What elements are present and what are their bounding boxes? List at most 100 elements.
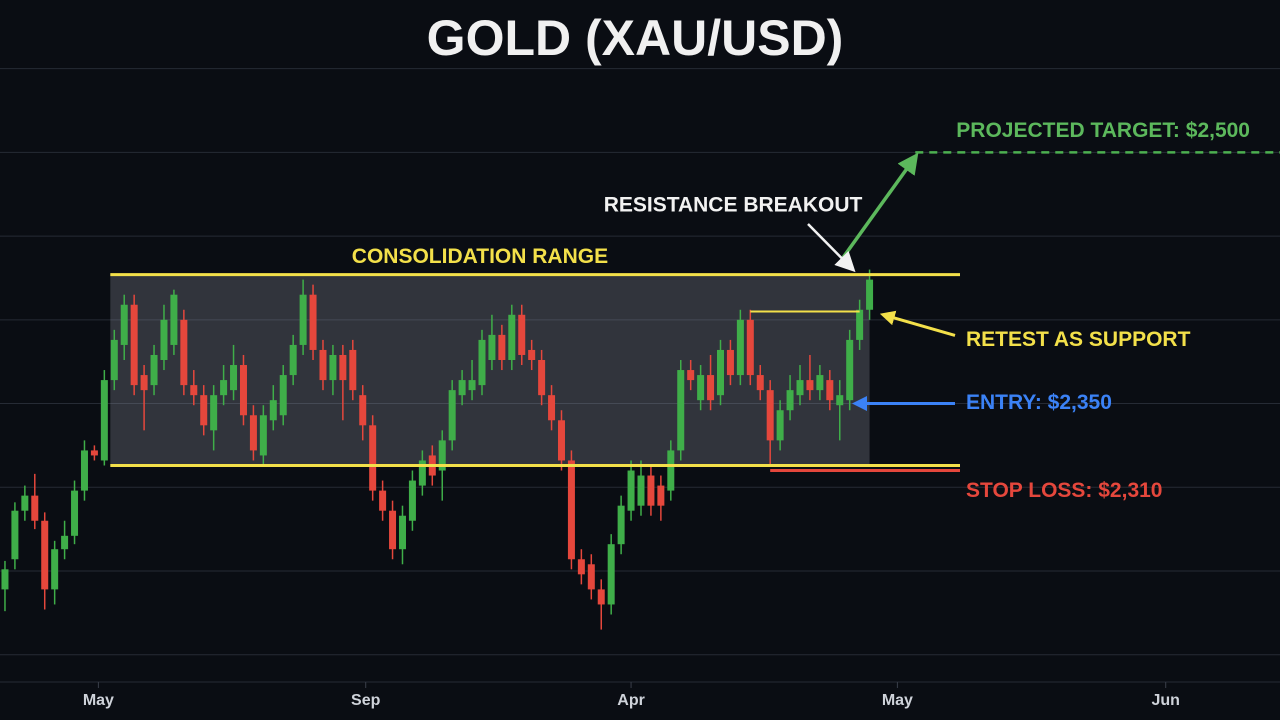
annotations-front: CONSOLIDATION RANGE RETEST AS SUPPORT STOP… [110,119,1280,502]
candle-body [249,415,257,451]
candle-body [369,425,377,491]
candle-body [548,395,556,421]
x-tick-label: Jun [1151,692,1179,709]
x-tick-label: Sep [351,692,381,709]
stop-loss-label: STOP LOSS: $2,310 [966,479,1163,502]
candle-body [697,375,705,401]
candle-body [21,495,29,511]
breakout-label: RESISTANCE BREAKOUT [604,194,863,217]
candle-body [110,339,118,381]
candle-body [597,589,605,605]
candle-body [269,400,277,421]
candle-body [239,365,247,416]
x-tick-label: Apr [617,692,645,709]
candle-body [339,354,347,381]
candle-body [736,319,744,376]
candle-body [120,304,128,345]
x-tick-label: May [83,692,114,709]
candle-body [11,510,19,560]
candle-body [677,370,685,451]
candle-body [319,349,327,381]
candle-body [716,349,724,396]
candle-body [398,515,406,550]
candle-body [259,415,267,456]
candle-body [567,460,575,560]
candle-body [468,380,476,391]
candle-body [637,475,645,506]
candle-body [289,344,297,376]
candle-body [667,450,675,491]
candle-body [776,410,784,441]
candle-body [61,535,69,550]
candle-body [41,520,49,590]
candle-body [130,304,138,386]
candle-body [508,314,516,360]
candle-body [657,485,665,506]
candles [1,269,874,630]
candle-body [647,475,655,506]
candle-body [458,380,466,396]
candle-body [309,294,317,350]
candle-body [726,349,734,376]
candle-body [826,380,834,401]
candle-body [349,349,357,391]
candle-body [856,309,864,340]
candle-body [538,360,546,396]
candle-body [180,319,188,386]
candle-body [279,375,287,416]
retest-arrow [879,310,956,337]
candle-body [210,395,218,431]
candle-body [786,390,794,411]
candle-body [71,490,79,536]
candle-body [756,375,764,391]
candle-body [220,380,228,396]
candle-body [557,420,565,461]
breakout-arrow [807,223,856,273]
candle-body [230,365,238,391]
candle-body [80,450,88,491]
candle-body [488,334,496,360]
candle-body [627,470,635,511]
candle-body [150,354,158,386]
candle-body [707,375,715,401]
candle-body [200,395,208,426]
candle-body [359,395,367,426]
candle-body [408,480,416,521]
candle-body [577,559,585,575]
consolidation-label: CONSOLIDATION RANGE [352,245,608,268]
candle-body [528,349,536,360]
candle-body [498,334,506,360]
chart-title: GOLD (XAU/USD) [427,10,844,66]
entry-label: ENTRY: $2,350 [966,391,1112,414]
candle-body [100,380,108,461]
candle-body [617,505,625,545]
candle-body [766,390,774,441]
candle-body [816,375,824,391]
retest-label: RETEST AS SUPPORT [966,328,1191,351]
candle-body [866,279,874,310]
candle-body [299,294,307,345]
candle-body [846,339,854,401]
candle-body [140,375,148,391]
candle-body [379,490,387,511]
candle-body [190,385,198,396]
candle-body [389,510,397,550]
candle-body [478,339,486,386]
candle-body [170,294,178,345]
candle-body [438,440,446,471]
candle-body [160,319,168,360]
candle-body [51,549,59,590]
candle-body [448,390,456,441]
candle-body [746,319,754,376]
candle-body [836,395,844,406]
candle-body [329,354,337,381]
candle-body [518,314,526,355]
projection-arrow [840,152,919,261]
candle-body [607,544,615,605]
candle-body [31,495,39,521]
candle-body [587,564,595,590]
candle-body [806,380,814,391]
